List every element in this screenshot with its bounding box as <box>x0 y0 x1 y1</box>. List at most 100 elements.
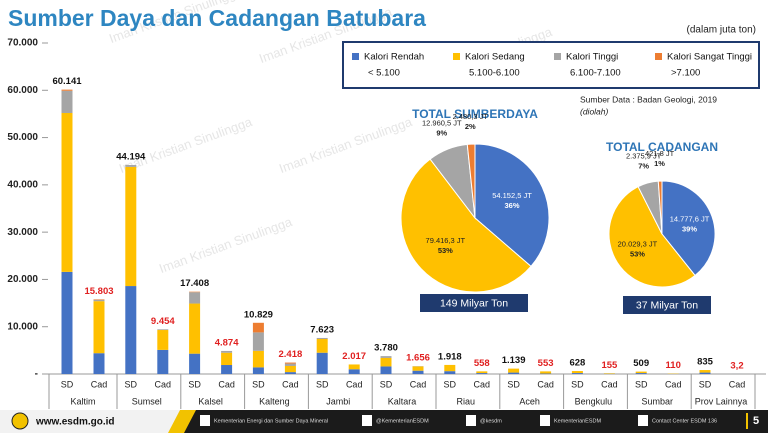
bar-segment <box>125 286 137 374</box>
footer-contact: Contact Center ESDM 136 <box>652 418 717 424</box>
group-label: Kalteng <box>259 396 290 406</box>
bar-segment <box>157 349 169 374</box>
icon <box>362 415 372 426</box>
bar-segment <box>699 372 711 374</box>
unit-note: (dalam juta ton) <box>687 25 756 36</box>
bar-segment <box>125 166 137 287</box>
bar-segment <box>348 364 360 370</box>
slice-percent: 1% <box>654 159 665 168</box>
total-box <box>420 294 528 312</box>
bar-segment <box>125 165 137 167</box>
total-label: 3,2 <box>730 361 743 372</box>
slice-label: 12.960,5 JT <box>422 118 462 127</box>
bar-segment <box>412 366 424 371</box>
x-tick-label: Cad <box>282 379 299 389</box>
slice-label: 2.480,3 JT <box>453 112 489 121</box>
total-label: 44.194 <box>116 152 146 163</box>
y-tick-label: 60.000 <box>7 85 38 96</box>
icon <box>638 415 648 426</box>
legend-label: Kalori Sangat Tinggi <box>667 52 752 63</box>
bar-segment <box>571 373 583 374</box>
x-tick-label: Cad <box>155 379 172 389</box>
bar-segment <box>252 322 264 333</box>
total-box-label: 149 Milyar Ton <box>440 297 508 309</box>
legend-range: 6.100-7.100 <box>570 68 621 79</box>
x-tick-label: SD <box>699 379 712 389</box>
total-label: 15.803 <box>84 286 113 297</box>
slice-label: 421,8 JT <box>645 149 675 158</box>
bar-segment <box>252 367 264 374</box>
pie-title: TOTAL SUMBERDAYA <box>412 107 538 121</box>
footer-instagram[interactable]: @kesdm <box>480 418 502 424</box>
group-label: Sumbar <box>641 396 673 406</box>
legend-range: 5.100-6.100 <box>469 68 520 79</box>
y-tick-label: 50.000 <box>7 132 38 143</box>
bar-segment <box>348 369 360 374</box>
bar-segment <box>316 339 328 353</box>
total-label: 2.017 <box>342 351 366 362</box>
group-label: Sumsel <box>132 396 162 406</box>
pie-slice <box>474 143 550 268</box>
slice-percent: 39% <box>682 224 697 233</box>
total-label: 7.623 <box>310 324 334 335</box>
footer-youtube[interactable]: KementerianESDM <box>554 418 601 424</box>
slice-label: 20.029,3 JT <box>618 240 658 249</box>
legend-swatch <box>453 53 460 60</box>
bar-segment <box>221 350 233 353</box>
slice-percent: 53% <box>630 250 645 259</box>
icon <box>466 415 476 426</box>
bar-segment <box>157 330 169 350</box>
group-label: Kaltim <box>70 396 95 406</box>
x-tick-label: SD <box>444 379 457 389</box>
group-label: Kalsel <box>198 396 223 406</box>
group-label: Aceh <box>519 396 540 406</box>
slide-title: Sumber Daya dan Cadangan Batubara <box>8 5 426 31</box>
slice-percent: 7% <box>638 161 649 170</box>
legend-range: < 5.100 <box>368 68 400 79</box>
legend-label: Kalori Rendah <box>364 52 424 63</box>
total-label: 110 <box>666 360 681 371</box>
legend-label: Kalori Sedang <box>465 52 525 63</box>
bar-segment <box>540 371 552 374</box>
total-label: 558 <box>474 358 490 369</box>
y-tick-label: 70.000 <box>7 38 38 49</box>
x-tick-label: Cad <box>218 379 235 389</box>
x-tick-label: SD <box>188 379 201 389</box>
bar-segment <box>189 353 201 374</box>
total-label: 628 <box>569 358 585 369</box>
watermark: Iman Kristian Sinulingga <box>117 114 255 176</box>
total-box-label: 37 Milyar Ton <box>636 299 698 311</box>
x-tick-label: Cad <box>537 379 554 389</box>
slice-label: 54.152,5 JT <box>492 191 532 200</box>
slice-percent: 36% <box>505 201 520 210</box>
total-label: 1.656 <box>406 353 430 364</box>
bar-segment <box>699 370 711 373</box>
bar-segment <box>284 362 296 364</box>
bar-segment <box>93 353 105 374</box>
bar-segment <box>284 363 296 366</box>
total-label: 60.141 <box>52 76 82 87</box>
total-label: 2.418 <box>279 349 303 360</box>
bar-segment <box>284 365 296 373</box>
total-label: 553 <box>538 358 554 369</box>
bar-segment <box>635 371 647 374</box>
source-note: (diolah) <box>580 106 609 116</box>
group-label: Jambi <box>326 396 350 406</box>
footer-website[interactable]: www.esdm.go.id <box>35 417 115 428</box>
slice-label: 14.777,6 JT <box>670 214 710 223</box>
total-label: 4.874 <box>215 337 239 348</box>
y-tick-label: 40.000 <box>7 179 38 190</box>
total-box <box>623 296 711 314</box>
bar-segment <box>61 89 73 91</box>
pie-slice <box>466 143 476 219</box>
bar-segment <box>157 329 169 331</box>
pie-slice <box>661 180 716 277</box>
bar-segment <box>252 332 264 351</box>
x-tick-label: Cad <box>91 379 108 389</box>
x-tick-label: SD <box>635 379 648 389</box>
footer-twitter[interactable]: @KementerianESDM <box>376 418 429 424</box>
bar-segment <box>635 373 647 374</box>
bar-segment <box>508 368 520 373</box>
bar-segment <box>221 365 233 374</box>
slice-percent: 53% <box>438 246 453 255</box>
